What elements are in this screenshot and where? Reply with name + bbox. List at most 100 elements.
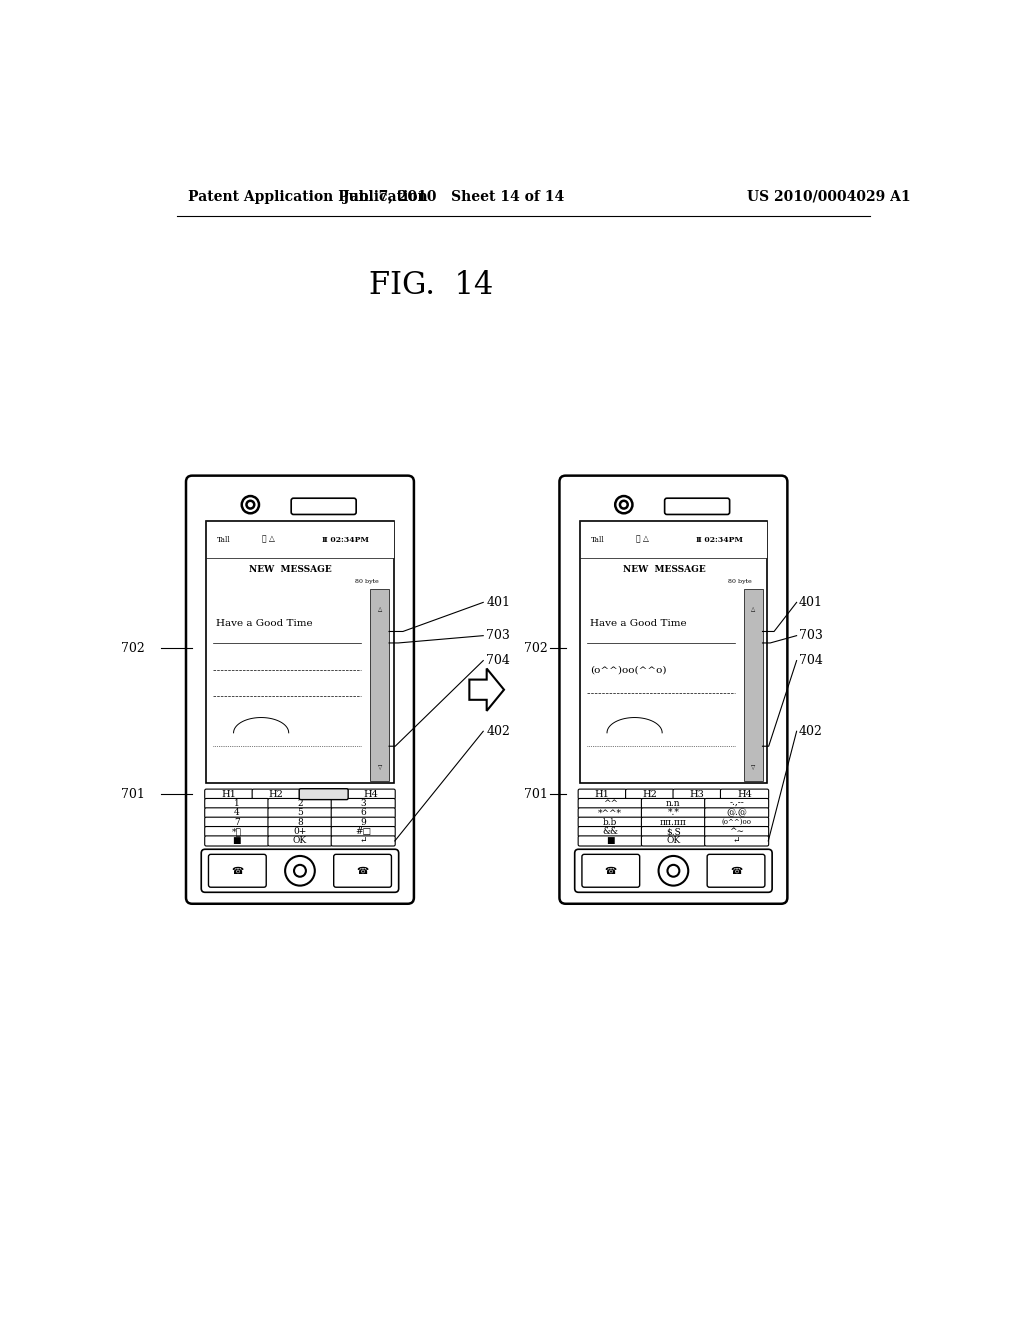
Text: ☎: ☎ <box>605 866 616 875</box>
Text: ↵: ↵ <box>733 837 740 845</box>
FancyBboxPatch shape <box>205 808 268 818</box>
Text: 701: 701 <box>121 788 144 801</box>
FancyBboxPatch shape <box>641 799 706 809</box>
Text: (o^^)oo: (o^^)oo <box>722 818 752 826</box>
Text: H4: H4 <box>364 789 379 799</box>
Text: *℡: *℡ <box>231 828 242 836</box>
FancyBboxPatch shape <box>205 817 268 828</box>
FancyBboxPatch shape <box>331 817 395 828</box>
Bar <box>206 521 394 783</box>
Text: OK: OK <box>667 837 681 845</box>
Bar <box>371 590 389 780</box>
Text: Tall: Tall <box>591 536 604 544</box>
Text: 9: 9 <box>360 817 366 826</box>
Text: H3: H3 <box>690 789 705 799</box>
FancyBboxPatch shape <box>291 498 356 515</box>
Text: ☎: ☎ <box>231 866 244 875</box>
Text: &&: && <box>602 828 618 836</box>
Text: @.@: @.@ <box>726 808 748 817</box>
FancyBboxPatch shape <box>705 808 769 818</box>
FancyBboxPatch shape <box>574 849 772 892</box>
FancyBboxPatch shape <box>205 826 268 837</box>
Text: 6: 6 <box>360 808 366 817</box>
Text: ■: ■ <box>606 837 614 845</box>
Text: *.*: *.* <box>668 808 679 817</box>
FancyBboxPatch shape <box>641 808 706 818</box>
Text: △: △ <box>378 606 382 611</box>
Text: 402: 402 <box>486 725 510 738</box>
Text: H3: H3 <box>316 789 331 799</box>
Text: 703: 703 <box>799 630 823 642</box>
Text: Tall: Tall <box>217 536 231 544</box>
FancyBboxPatch shape <box>705 799 769 809</box>
FancyBboxPatch shape <box>641 836 706 846</box>
Text: 7: 7 <box>233 817 240 826</box>
Text: -.,--: -.,-- <box>729 799 744 808</box>
FancyBboxPatch shape <box>705 826 769 837</box>
Text: OK: OK <box>293 837 307 845</box>
FancyBboxPatch shape <box>268 817 332 828</box>
Text: Patent Application Publication: Patent Application Publication <box>188 190 428 203</box>
Text: 703: 703 <box>486 630 510 642</box>
Text: n.n: n.n <box>666 799 681 808</box>
Text: ππ.ππ: ππ.ππ <box>660 817 687 826</box>
Text: 701: 701 <box>524 788 548 801</box>
FancyBboxPatch shape <box>708 854 765 887</box>
Bar <box>580 521 767 783</box>
FancyBboxPatch shape <box>579 799 642 809</box>
Text: H4: H4 <box>737 789 752 799</box>
Text: Ⅱ 02:34PM: Ⅱ 02:34PM <box>323 536 370 544</box>
Text: ^^: ^^ <box>603 799 617 808</box>
FancyBboxPatch shape <box>268 799 332 809</box>
Text: 1: 1 <box>233 799 240 808</box>
FancyBboxPatch shape <box>579 826 642 837</box>
Text: ☎: ☎ <box>730 866 742 875</box>
Text: Ⅱ 02:34PM: Ⅱ 02:34PM <box>696 536 742 544</box>
Text: 4: 4 <box>233 808 240 817</box>
Text: ☎: ☎ <box>356 866 369 875</box>
Text: 704: 704 <box>799 655 823 667</box>
Text: Have a Good Time: Have a Good Time <box>216 619 313 628</box>
Polygon shape <box>469 668 504 711</box>
Text: ☐ △: ☐ △ <box>636 536 649 544</box>
Text: ▽: ▽ <box>378 764 382 770</box>
Text: (o^^)oo(^^o): (o^^)oo(^^o) <box>590 665 667 675</box>
Text: 401: 401 <box>486 595 510 609</box>
FancyBboxPatch shape <box>331 826 395 837</box>
FancyBboxPatch shape <box>202 849 398 892</box>
FancyBboxPatch shape <box>641 817 706 828</box>
FancyBboxPatch shape <box>673 789 721 799</box>
Text: 2: 2 <box>297 799 303 808</box>
FancyBboxPatch shape <box>205 799 268 809</box>
FancyBboxPatch shape <box>252 789 300 799</box>
Text: 5: 5 <box>297 808 303 817</box>
FancyBboxPatch shape <box>641 826 706 837</box>
FancyBboxPatch shape <box>268 836 332 846</box>
Text: △: △ <box>751 606 756 611</box>
FancyBboxPatch shape <box>579 808 642 818</box>
FancyBboxPatch shape <box>665 498 730 515</box>
Text: b.b: b.b <box>603 817 617 826</box>
FancyBboxPatch shape <box>705 836 769 846</box>
Text: NEW  MESSAGE: NEW MESSAGE <box>249 565 332 574</box>
Text: ↵: ↵ <box>359 837 367 845</box>
FancyBboxPatch shape <box>721 789 769 799</box>
Text: NEW  MESSAGE: NEW MESSAGE <box>623 565 706 574</box>
FancyBboxPatch shape <box>299 789 348 800</box>
FancyBboxPatch shape <box>300 789 348 799</box>
Text: ^∼: ^∼ <box>729 828 744 836</box>
Bar <box>743 590 763 780</box>
Text: 702: 702 <box>524 642 548 655</box>
FancyBboxPatch shape <box>559 475 787 904</box>
FancyBboxPatch shape <box>334 854 391 887</box>
FancyBboxPatch shape <box>331 799 395 809</box>
FancyBboxPatch shape <box>582 854 640 887</box>
Text: H1: H1 <box>221 789 237 799</box>
Text: US 2010/0004029 A1: US 2010/0004029 A1 <box>746 190 910 203</box>
Text: ▽: ▽ <box>751 764 756 770</box>
FancyBboxPatch shape <box>347 789 395 799</box>
Text: $.S: $.S <box>666 828 681 836</box>
Text: *^^*: *^^* <box>598 808 623 817</box>
FancyBboxPatch shape <box>209 854 266 887</box>
FancyBboxPatch shape <box>205 836 268 846</box>
